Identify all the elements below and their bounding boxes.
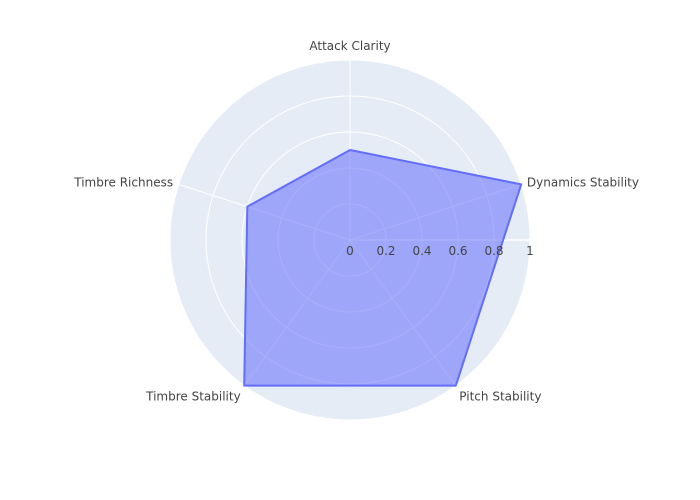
radial-tick-label: 0.6 xyxy=(448,244,467,258)
radial-tick-label: 0.4 xyxy=(412,244,431,258)
series-area[interactable] xyxy=(243,149,523,387)
category-label-pitch-stability: Pitch Stability xyxy=(459,390,541,404)
category-label-timbre-richness: Timbre Richness xyxy=(73,176,173,190)
radial-tick-label: 0.8 xyxy=(484,244,503,258)
category-label-attack-clarity: Attack Clarity xyxy=(309,39,390,53)
category-label-dynamics-stability: Dynamics Stability xyxy=(527,176,639,190)
radial-tick-label: 0 xyxy=(346,244,354,258)
radial-tick-label: 1 xyxy=(526,244,534,258)
radial-tick-label: 0.2 xyxy=(376,244,395,258)
category-axis-labels: Attack Clarity Dynamics Stability Pitch St… xyxy=(73,39,639,404)
radial-tick-labels: 0 0.2 0.4 0.6 0.8 1 xyxy=(346,244,534,258)
category-label-timbre-stability: Timbre Stability xyxy=(145,390,241,404)
